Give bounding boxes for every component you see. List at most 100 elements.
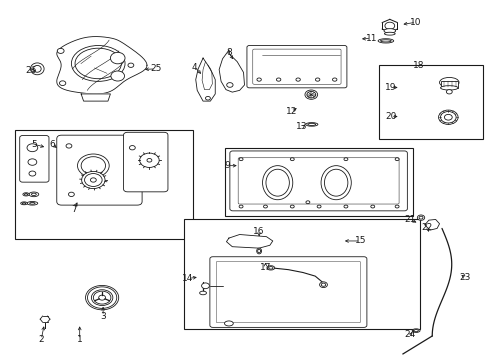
FancyBboxPatch shape [123, 132, 167, 192]
Ellipse shape [226, 83, 233, 87]
Ellipse shape [416, 215, 424, 220]
Ellipse shape [81, 157, 105, 175]
Ellipse shape [324, 169, 347, 196]
Ellipse shape [411, 329, 419, 332]
Ellipse shape [28, 159, 37, 165]
Ellipse shape [85, 285, 119, 310]
Text: 20: 20 [385, 112, 396, 121]
Ellipse shape [319, 282, 327, 288]
FancyBboxPatch shape [209, 257, 366, 327]
Text: 15: 15 [354, 237, 366, 246]
Ellipse shape [383, 29, 395, 33]
Ellipse shape [295, 78, 300, 81]
Bar [378, 65, 483, 139]
Ellipse shape [305, 123, 317, 126]
Ellipse shape [147, 158, 152, 162]
Polygon shape [219, 50, 244, 92]
Ellipse shape [438, 110, 457, 125]
Ellipse shape [31, 193, 36, 195]
Ellipse shape [377, 39, 393, 43]
Polygon shape [81, 94, 110, 101]
Ellipse shape [91, 290, 113, 306]
Bar [440, 81, 457, 88]
Ellipse shape [239, 158, 243, 161]
Ellipse shape [268, 267, 272, 269]
Ellipse shape [129, 145, 135, 150]
Ellipse shape [305, 90, 317, 99]
Polygon shape [195, 58, 215, 101]
Ellipse shape [22, 203, 26, 204]
Ellipse shape [27, 144, 38, 152]
Ellipse shape [413, 329, 417, 332]
Ellipse shape [256, 248, 261, 254]
Ellipse shape [110, 52, 125, 64]
Ellipse shape [99, 295, 105, 300]
Ellipse shape [446, 90, 451, 94]
Ellipse shape [384, 22, 394, 30]
Ellipse shape [205, 96, 210, 100]
Ellipse shape [111, 71, 124, 81]
Text: 24: 24 [404, 330, 415, 339]
Ellipse shape [201, 283, 209, 289]
Ellipse shape [84, 174, 102, 186]
FancyBboxPatch shape [229, 151, 407, 211]
Text: 1: 1 [77, 335, 82, 344]
Ellipse shape [343, 158, 347, 161]
Text: 9: 9 [224, 161, 230, 170]
FancyBboxPatch shape [246, 45, 346, 88]
Text: 10: 10 [409, 18, 421, 27]
Ellipse shape [68, 192, 74, 197]
Ellipse shape [265, 169, 289, 196]
Ellipse shape [315, 78, 319, 81]
Ellipse shape [418, 216, 422, 219]
Ellipse shape [257, 249, 260, 253]
Ellipse shape [77, 154, 109, 177]
Ellipse shape [20, 202, 27, 205]
Polygon shape [424, 220, 439, 230]
Ellipse shape [33, 66, 41, 72]
Bar [15, 130, 193, 239]
Text: 22: 22 [421, 223, 432, 232]
Ellipse shape [57, 48, 64, 53]
Bar [183, 220, 419, 329]
Ellipse shape [444, 114, 451, 120]
Text: 2: 2 [38, 335, 44, 344]
Ellipse shape [29, 171, 36, 176]
Ellipse shape [30, 63, 44, 75]
Ellipse shape [394, 158, 398, 161]
Ellipse shape [440, 86, 457, 90]
Polygon shape [57, 37, 147, 94]
Bar [224, 148, 412, 216]
Ellipse shape [199, 291, 206, 295]
Text: 16: 16 [253, 228, 264, 237]
Ellipse shape [384, 32, 394, 35]
Ellipse shape [321, 166, 350, 200]
Text: 7: 7 [71, 205, 77, 214]
Text: 11: 11 [365, 34, 376, 43]
Ellipse shape [256, 78, 261, 81]
Text: 17: 17 [259, 263, 271, 272]
Ellipse shape [307, 123, 315, 126]
Ellipse shape [128, 63, 134, 67]
Ellipse shape [60, 81, 66, 86]
Ellipse shape [343, 205, 347, 208]
FancyBboxPatch shape [57, 135, 142, 205]
Ellipse shape [239, 205, 243, 208]
Ellipse shape [93, 291, 111, 304]
Ellipse shape [290, 205, 294, 208]
Ellipse shape [380, 40, 390, 42]
Text: 18: 18 [412, 61, 424, 70]
Ellipse shape [332, 78, 336, 81]
Ellipse shape [27, 202, 38, 205]
Ellipse shape [140, 153, 159, 167]
Ellipse shape [370, 205, 374, 208]
Text: 5: 5 [31, 140, 37, 149]
Text: 3: 3 [100, 312, 106, 321]
Text: 4: 4 [192, 63, 197, 72]
Ellipse shape [290, 158, 294, 161]
Ellipse shape [262, 166, 292, 200]
Ellipse shape [306, 91, 315, 98]
Text: 21: 21 [404, 215, 415, 224]
Ellipse shape [224, 321, 233, 326]
Ellipse shape [90, 178, 96, 182]
